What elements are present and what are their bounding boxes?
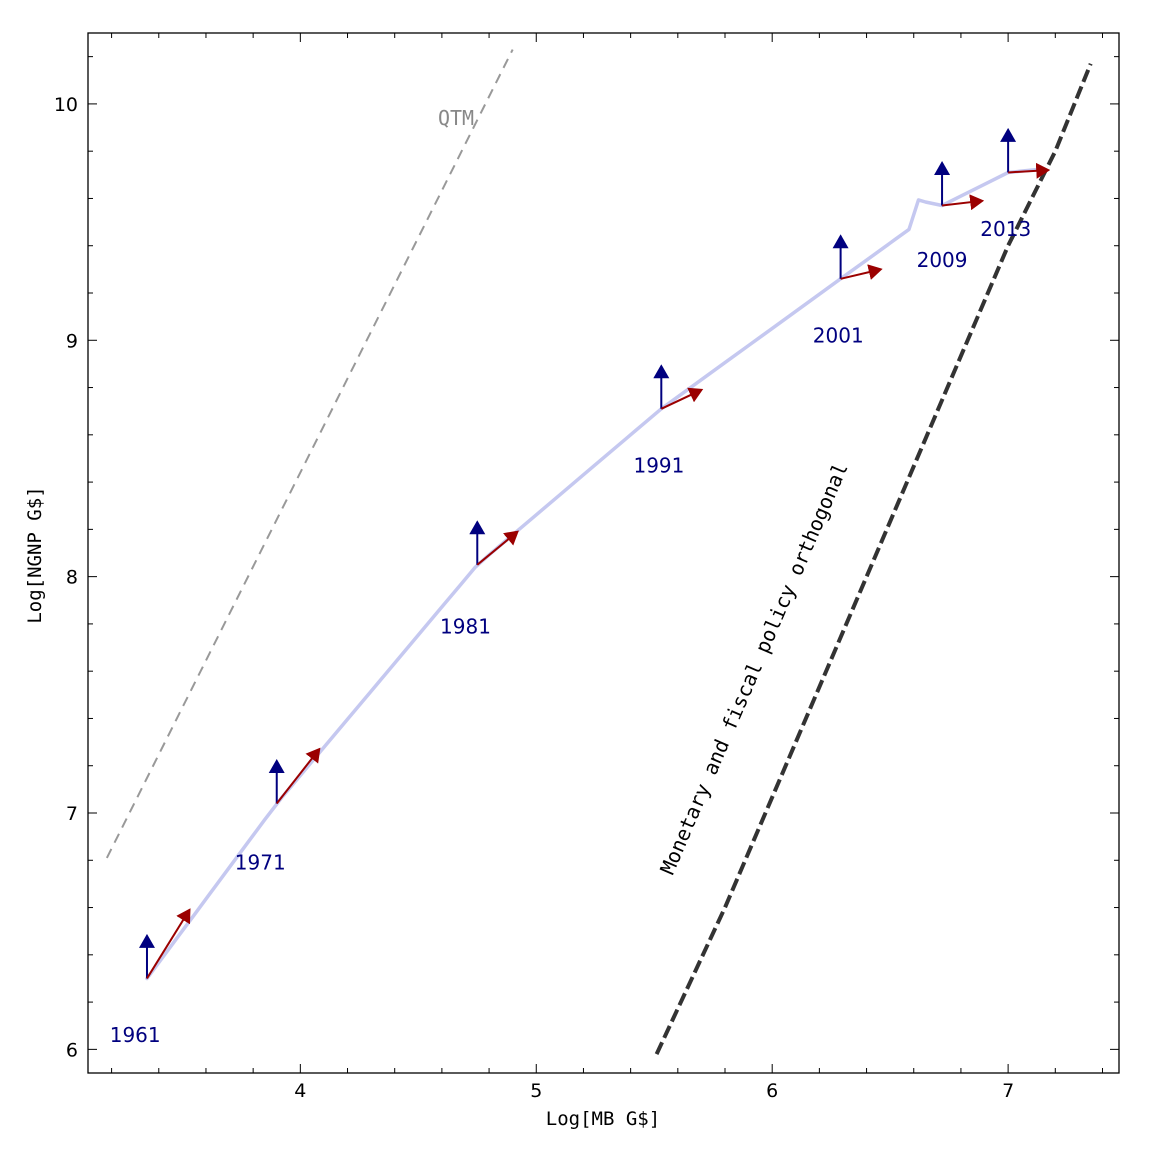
tick-labels: 4 5 6 7 6 7 8 9 10 bbox=[54, 94, 1014, 1102]
monetary-arrow bbox=[840, 264, 883, 280]
y-tick-label: 10 bbox=[54, 94, 78, 116]
year-label: 2009 bbox=[917, 248, 968, 272]
x-axis-title: Log[MB G$] bbox=[546, 1108, 660, 1130]
y-axis-title: Log[NGNP G$] bbox=[24, 486, 46, 623]
year-label: 2013 bbox=[980, 217, 1031, 241]
y-tick-label: 9 bbox=[66, 330, 78, 352]
qtm-label: QTM bbox=[438, 106, 474, 130]
monetary-arrow bbox=[146, 908, 191, 979]
monetary-arrow bbox=[660, 387, 704, 410]
plot-frame bbox=[87, 32, 1120, 1074]
year-label: 1971 bbox=[235, 851, 286, 875]
year-markers: 1961 1971 1981 1991 2001 2009 2013 bbox=[110, 127, 1051, 1047]
orthogonal-line bbox=[654, 62, 1093, 1055]
year-label: 1991 bbox=[633, 454, 684, 478]
major-ticks bbox=[88, 33, 1119, 1073]
monetary-arrow bbox=[941, 194, 985, 211]
monetary-arrow bbox=[1008, 162, 1051, 179]
x-tick-label: 5 bbox=[530, 1080, 542, 1102]
monetary-arrow bbox=[275, 747, 321, 805]
y-tick-label: 8 bbox=[66, 567, 78, 589]
year-label: 2001 bbox=[813, 324, 864, 348]
y-tick-label: 6 bbox=[66, 1039, 78, 1061]
orthogonal-label: Monetary and fiscal policy orthogonal bbox=[655, 459, 853, 878]
y-tick-label: 7 bbox=[66, 803, 78, 825]
monetary-arrow bbox=[476, 530, 519, 566]
year-label: 1981 bbox=[440, 614, 491, 638]
qtm-line bbox=[105, 49, 514, 859]
x-tick-label: 4 bbox=[294, 1080, 306, 1102]
x-tick-label: 6 bbox=[766, 1080, 778, 1102]
year-label: 1961 bbox=[110, 1023, 161, 1047]
x-tick-label: 7 bbox=[1002, 1080, 1014, 1102]
minor-ticks bbox=[88, 33, 1119, 1073]
